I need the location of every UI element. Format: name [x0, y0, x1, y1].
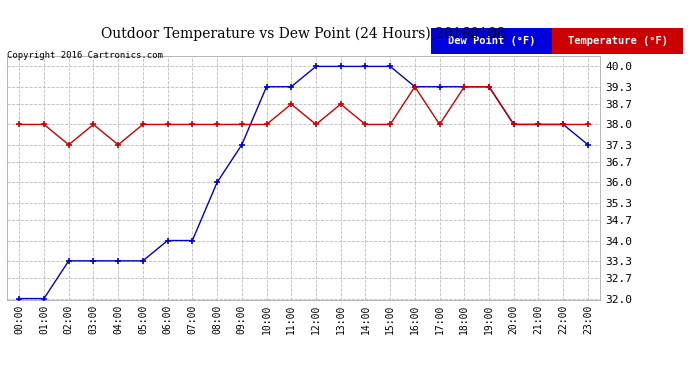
Text: Temperature (°F): Temperature (°F): [568, 36, 668, 46]
FancyBboxPatch shape: [431, 28, 552, 54]
Text: Outdoor Temperature vs Dew Point (24 Hours) 20160108: Outdoor Temperature vs Dew Point (24 Hou…: [101, 26, 506, 40]
Text: Copyright 2016 Cartronics.com: Copyright 2016 Cartronics.com: [7, 51, 163, 60]
Text: Dew Point (°F): Dew Point (°F): [448, 36, 535, 46]
FancyBboxPatch shape: [552, 28, 683, 54]
